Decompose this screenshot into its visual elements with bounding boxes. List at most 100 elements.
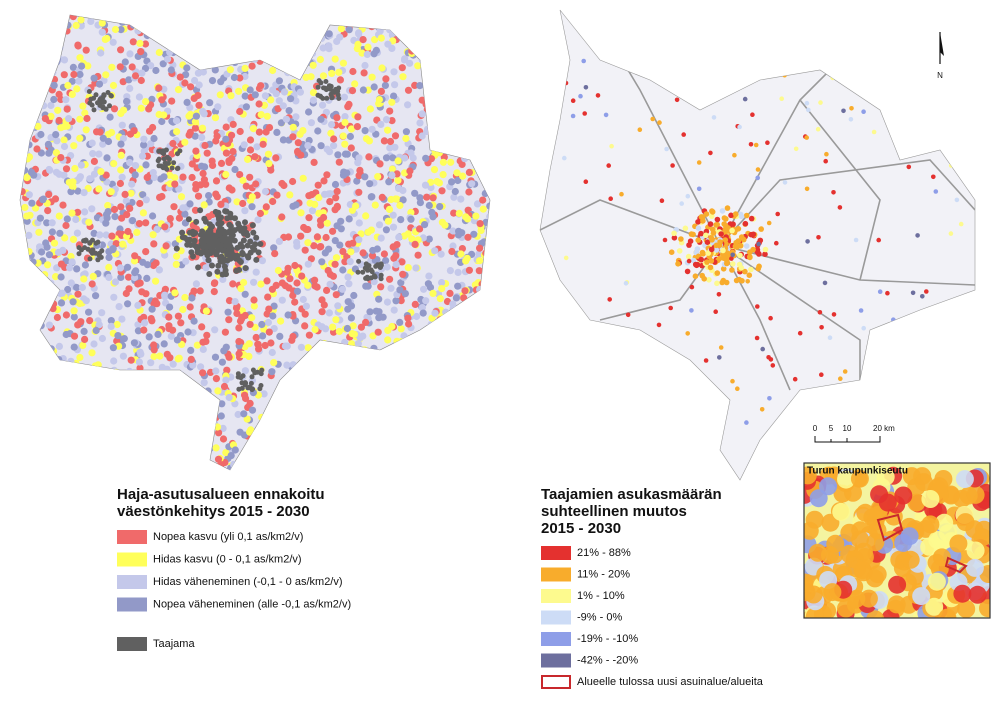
- dot: [777, 435, 783, 440]
- dot: [258, 320, 266, 329]
- dot: [305, 214, 313, 222]
- dot: [678, 236, 684, 242]
- dot: [238, 49, 246, 57]
- dot: [166, 215, 174, 223]
- dot: [355, 154, 363, 162]
- dot: [439, 26, 447, 34]
- dot: [281, 407, 289, 415]
- dot: [94, 415, 102, 423]
- urban-dot: [378, 276, 384, 282]
- dot: [21, 95, 29, 103]
- urban-dot: [99, 248, 105, 254]
- dot: [152, 457, 160, 465]
- dot: [194, 91, 202, 100]
- dot: [371, 201, 379, 209]
- dot: [431, 309, 439, 317]
- dot: [361, 61, 369, 70]
- urban-dot: [259, 367, 265, 373]
- dot: [349, 239, 357, 247]
- dot: [292, 201, 300, 209]
- dot: [336, 374, 345, 382]
- dot: [394, 440, 402, 448]
- dot: [389, 154, 397, 162]
- legend-swatch: [541, 632, 571, 646]
- urban-dot: [249, 387, 255, 393]
- dot: [257, 17, 265, 25]
- dot: [166, 171, 174, 179]
- dot: [158, 374, 166, 382]
- dot: [325, 45, 333, 53]
- dot: [79, 341, 87, 349]
- dot: [22, 433, 30, 441]
- dot: [397, 279, 405, 287]
- dot: [43, 219, 51, 227]
- dot: [458, 54, 466, 62]
- dot: [375, 96, 383, 104]
- dot: [212, 137, 220, 145]
- dot: [202, 264, 210, 272]
- dot: [469, 443, 477, 451]
- dot: [325, 437, 333, 446]
- dot: [256, 209, 264, 218]
- dot: [247, 21, 255, 29]
- dot: [90, 423, 98, 431]
- dot: [301, 310, 309, 318]
- dot: [61, 361, 69, 369]
- dot: [742, 220, 749, 227]
- urban-dot: [238, 375, 244, 381]
- dot: [433, 109, 441, 117]
- dot: [347, 144, 355, 152]
- dot: [900, 101, 905, 107]
- dot: [396, 286, 404, 294]
- dot: [241, 64, 249, 72]
- dot: [39, 398, 47, 406]
- dot: [22, 463, 30, 470]
- dot: [45, 45, 53, 53]
- dot: [293, 287, 302, 295]
- dot: [462, 75, 470, 83]
- dot: [70, 70, 78, 79]
- dot: [297, 151, 305, 159]
- dot: [53, 368, 61, 376]
- dot: [131, 269, 139, 277]
- urban-dot: [161, 156, 167, 162]
- dot: [481, 74, 489, 82]
- dot: [456, 128, 464, 136]
- dot: [868, 565, 887, 584]
- dot: [487, 376, 490, 384]
- dot: [575, 395, 581, 401]
- dots: [804, 466, 990, 618]
- dot: [438, 285, 446, 293]
- dot: [386, 144, 394, 152]
- dot: [262, 203, 270, 211]
- urban-dot: [89, 102, 95, 108]
- dot: [474, 154, 482, 162]
- dot: [735, 386, 740, 392]
- urban-dot: [323, 87, 329, 93]
- dot: [28, 199, 36, 207]
- dot: [290, 407, 298, 415]
- dot: [362, 396, 371, 405]
- dot: [482, 249, 490, 257]
- dot: [439, 158, 447, 166]
- dot: [477, 226, 485, 235]
- urban-dot: [323, 79, 329, 84]
- dot: [368, 252, 377, 260]
- dot: [355, 29, 363, 37]
- dot: [344, 356, 353, 364]
- dot: [491, 405, 498, 412]
- dot: [296, 7, 303, 14]
- dot: [269, 312, 277, 320]
- dot: [126, 371, 134, 379]
- legend-swatch: [541, 610, 571, 625]
- dot: [284, 233, 293, 241]
- dot: [911, 351, 917, 357]
- dot: [76, 455, 84, 463]
- dot: [52, 402, 60, 410]
- dot: [70, 437, 78, 445]
- dot: [201, 454, 210, 462]
- dot: [436, 316, 444, 324]
- dot: [698, 256, 704, 263]
- left-map: [19, 7, 498, 471]
